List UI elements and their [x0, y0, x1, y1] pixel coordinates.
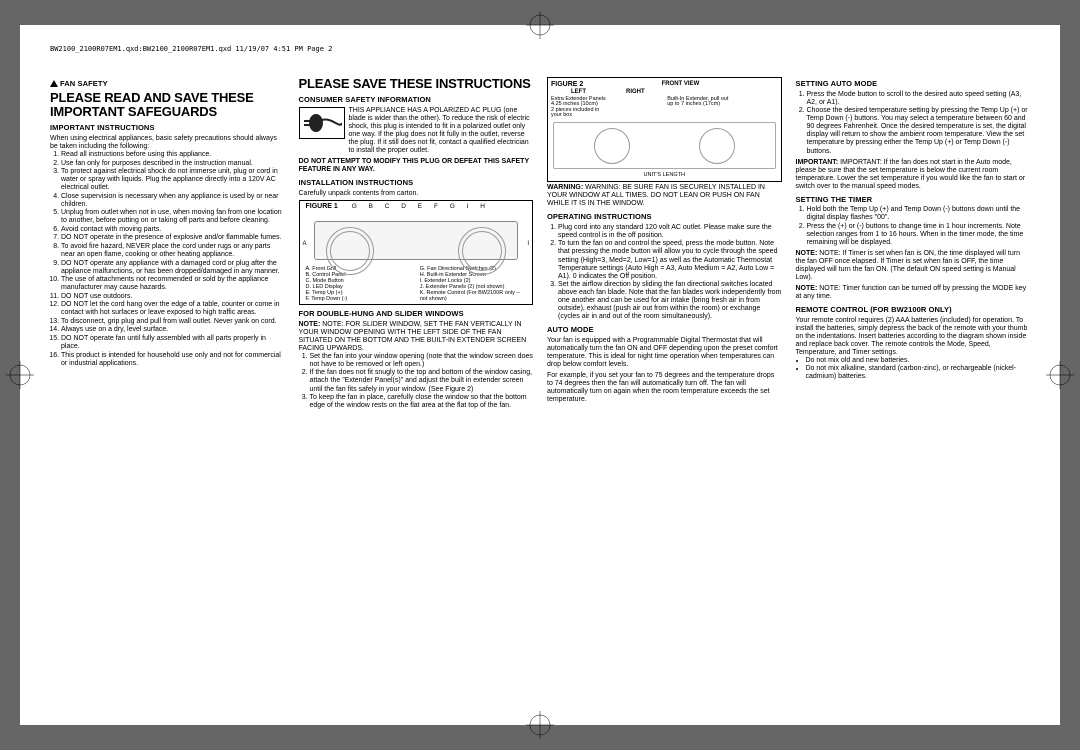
- list-item: Hold both the Temp Up (+) and Temp Down …: [807, 206, 1031, 222]
- consumer-safety-heading: CONSUMER SAFETY INFORMATION: [299, 96, 534, 105]
- list-item: Use fan only for purposes described in t…: [61, 160, 285, 168]
- list-item: DO NOT operate fan until fully assembled…: [61, 335, 285, 351]
- list-item: To avoid fire hazard, NEVER place the co…: [61, 243, 285, 259]
- list-item: Read all instructions before using this …: [61, 151, 285, 159]
- list-item: Close supervision is necessary when any …: [61, 193, 285, 209]
- remote-text: Your remote control requires (2) AAA bat…: [796, 317, 1031, 357]
- fig2-left: LEFT: [571, 89, 586, 96]
- fig2-right: RIGHT: [626, 89, 645, 96]
- modify-warning: DO NOT ATTEMPT TO MODIFY THIS PLUG OR DE…: [299, 158, 534, 174]
- list-item: This product is intended for household u…: [61, 352, 285, 368]
- safety-list: Read all instructions before using this …: [50, 151, 285, 368]
- list-item: Choose the desired temperature setting b…: [807, 107, 1031, 155]
- list-item: To protect against electrical shock do n…: [61, 168, 285, 192]
- fan-safety-heading: FAN SAFETY: [50, 80, 285, 89]
- setting-auto-heading: SETTING AUTO MODE: [796, 80, 1031, 89]
- column-1: FAN SAFETY PLEASE READ AND SAVE THESE IM…: [50, 75, 285, 411]
- double-hung-steps: Set the fan into your window opening (no…: [299, 353, 534, 410]
- list-item: To turn the fan on and control the speed…: [558, 240, 782, 280]
- plug-icon: [299, 107, 345, 139]
- fig2-units: UNIT'S LENGTH: [551, 172, 778, 178]
- timer-steps: Hold both the Temp Up (+) and Temp Down …: [796, 206, 1031, 247]
- safeguards-title: PLEASE READ AND SAVE THESE IMPORTANT SAF…: [50, 91, 285, 120]
- list-item: DO NOT use outdoors.: [61, 293, 285, 301]
- column-container: FAN SAFETY PLEASE READ AND SAVE THESE IM…: [50, 75, 1030, 411]
- figure-2: FIGURE 2 FRONT VIEW LEFT RIGHT Extra Exten…: [547, 77, 782, 182]
- fig1-letters: G B C D E F G I H: [352, 203, 490, 211]
- remote-bullets: Do not mix old and new batteries.Do not …: [796, 357, 1031, 381]
- list-item: Press the Mode button to scroll to the d…: [807, 91, 1031, 107]
- warning-icon: [50, 80, 58, 87]
- list-item: DO NOT operate any appliance with a dama…: [61, 260, 285, 276]
- list-item: Avoid contact with moving parts.: [61, 226, 285, 234]
- fig2-front: FRONT VIEW: [662, 81, 700, 89]
- installation-heading: INSTALLATION INSTRUCTIONS: [299, 179, 534, 188]
- list-item: To keep the fan in place, carefully clos…: [310, 394, 534, 410]
- auto-important: IMPORTANT: IMPORTANT: If the fan does no…: [796, 159, 1031, 191]
- list-item: Plug cord into any standard 120 volt AC …: [558, 224, 782, 240]
- operating-steps: Plug cord into any standard 120 volt AC …: [547, 224, 782, 322]
- list-item: The use of attachments not recommended o…: [61, 276, 285, 292]
- crop-mark-right: [1046, 361, 1074, 389]
- double-hung-note: NOTE: NOTE: FOR SLIDER WINDOW, SET THE F…: [299, 321, 534, 353]
- remote-heading: REMOTE CONTROL (FOR BW2100R ONLY): [796, 306, 1031, 315]
- auto-mode-heading: AUTO MODE: [547, 326, 782, 335]
- list-item: Do not mix alkaline, standard (carbon-zi…: [806, 365, 1031, 381]
- column-2: PLEASE SAVE THESE INSTRUCTIONS CONSUMER …: [299, 75, 534, 411]
- file-header: BW2100_2100R07EM1.qxd:BW2100_2100R07EM1.…: [50, 45, 1030, 53]
- timer-note-2: NOTE: NOTE: Timer function can be turned…: [796, 285, 1031, 301]
- column-4: SETTING AUTO MODE Press the Mode button …: [796, 75, 1031, 411]
- list-item: Set the fan into your window opening (no…: [310, 353, 534, 369]
- manual-page: BW2100_2100R07EM1.qxd:BW2100_2100R07EM1.…: [20, 25, 1060, 725]
- timer-note-1: NOTE: NOTE: If Timer is set when fan is …: [796, 250, 1031, 282]
- unpack-text: Carefully unpack contents from carton.: [299, 190, 534, 198]
- window-warning: WARNING: WARNING: BE SURE FAN IS SECUREL…: [547, 184, 782, 208]
- auto-text-1: Your fan is equipped with a Programmable…: [547, 337, 782, 369]
- fig2-right-label: Built-In Extender, pull out up to 7 inch…: [667, 97, 777, 119]
- fig1-diagram: A I: [300, 213, 533, 264]
- timer-heading: SETTING THE TIMER: [796, 196, 1031, 205]
- fig2-left-label: Extra Extender Panels 4.25 inches (10cm)…: [551, 97, 661, 119]
- list-item: DO NOT let the cord hang over the edge o…: [61, 301, 285, 317]
- plug-text: THIS APPLIANCE HAS A POLARIZED AC PLUG (…: [349, 107, 534, 155]
- crop-mark-top: [526, 11, 554, 39]
- list-item: Always use on a dry, level surface.: [61, 326, 285, 334]
- list-item: Unplug from outlet when not in use, when…: [61, 209, 285, 225]
- important-heading: IMPORTANT INSTRUCTIONS: [50, 124, 285, 133]
- setting-auto-steps: Press the Mode button to scroll to the d…: [796, 91, 1031, 156]
- crop-mark-left: [6, 361, 34, 389]
- fig2-label: FIGURE 2: [551, 81, 583, 89]
- double-hung-heading: FOR DOUBLE-HUNG AND SLIDER WINDOWS: [299, 310, 534, 319]
- fig2-diagram: [553, 122, 776, 169]
- save-instructions-title: PLEASE SAVE THESE INSTRUCTIONS: [299, 77, 534, 91]
- plug-block: THIS APPLIANCE HAS A POLARIZED AC PLUG (…: [299, 107, 534, 155]
- list-item: Press the (+) or (-) buttons to change t…: [807, 223, 1031, 247]
- list-item: Set the airflow direction by sliding the…: [558, 281, 782, 321]
- list-item: To disconnect, grip plug and pull from w…: [61, 318, 285, 326]
- list-item: DO NOT operate in the presence of explos…: [61, 234, 285, 242]
- column-3: FIGURE 2 FRONT VIEW LEFT RIGHT Extra Exten…: [547, 75, 782, 411]
- list-item: If the fan does not fit snugly to the to…: [310, 369, 534, 393]
- operating-heading: OPERATING INSTRUCTIONS: [547, 213, 782, 222]
- intro-text: When using electrical appliances, basic …: [50, 135, 285, 151]
- list-item: Do not mix old and new batteries.: [806, 357, 1031, 365]
- figure-1: FIGURE 1G B C D E F G I H A I A. Front G…: [299, 200, 534, 305]
- crop-mark-bottom: [526, 711, 554, 739]
- auto-text-2: For example, if you set your fan to 75 d…: [547, 372, 782, 404]
